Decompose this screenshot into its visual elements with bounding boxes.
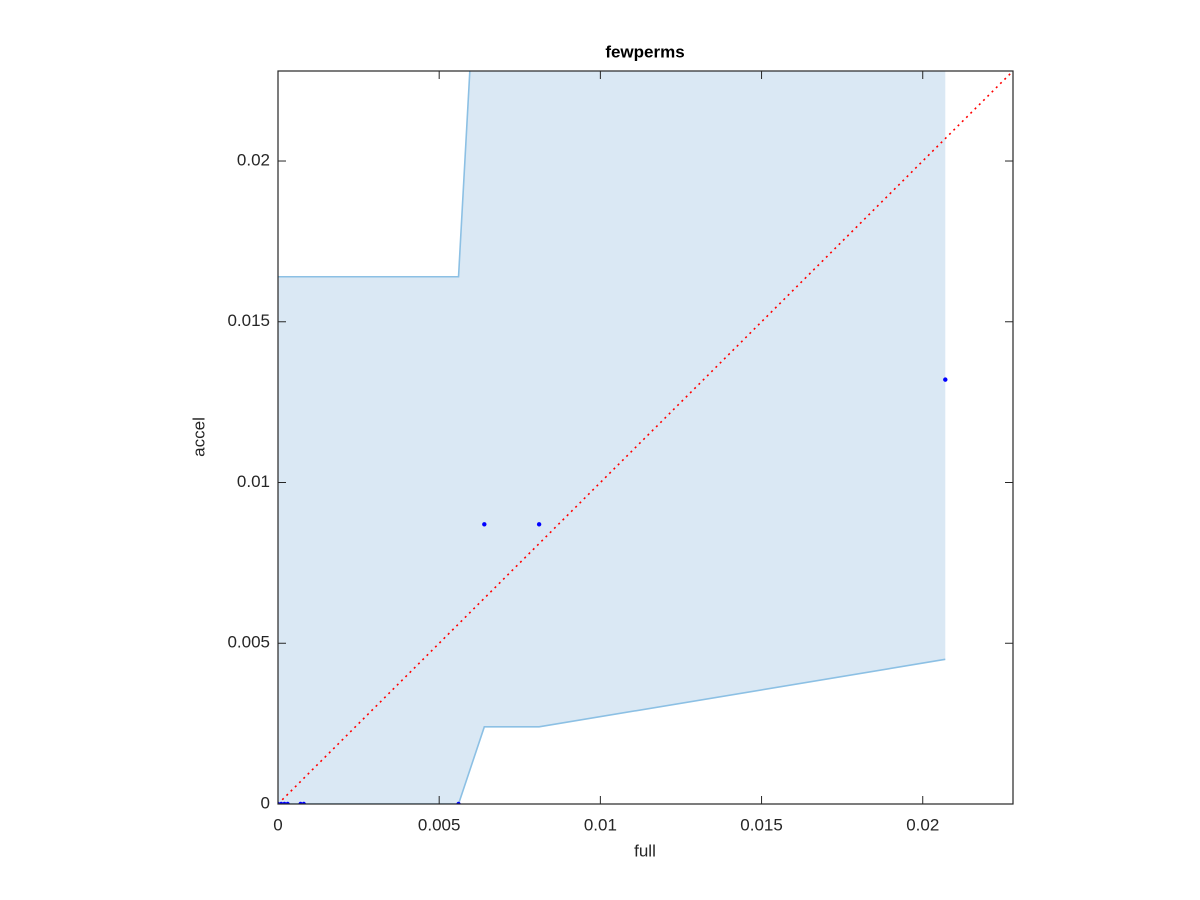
y-axis-label: accel xyxy=(189,417,208,457)
plot-area xyxy=(278,71,1013,804)
band-lower xyxy=(278,658,946,804)
y-tick-label: 0.01 xyxy=(237,472,270,491)
point xyxy=(943,377,948,382)
y-tick-label: 0.015 xyxy=(227,311,270,330)
y-tick-label: 0 xyxy=(261,793,270,812)
band-fill xyxy=(278,71,946,804)
y-tick-label: 0.005 xyxy=(227,633,270,652)
axes-box xyxy=(277,70,1014,805)
point xyxy=(482,522,487,527)
x-tick-label: 0.02 xyxy=(906,815,939,834)
x-axis-label: full xyxy=(634,841,656,860)
x-tick-label: 0.005 xyxy=(418,815,461,834)
x-tick-label: 0.015 xyxy=(740,815,783,834)
point xyxy=(536,522,542,527)
band-upper xyxy=(278,71,471,278)
y-tick-label: 0.02 xyxy=(237,151,270,170)
chart-title: fewperms xyxy=(605,42,684,61)
x-tick-label: 0 xyxy=(273,815,282,834)
x-tick-label: 0.01 xyxy=(584,815,617,834)
axes: 0 0.005 0.01 0.015 0.02 0 0.005 0.01 0.015 0.02 xyxy=(227,70,1014,834)
diagonal-line xyxy=(278,71,1013,804)
